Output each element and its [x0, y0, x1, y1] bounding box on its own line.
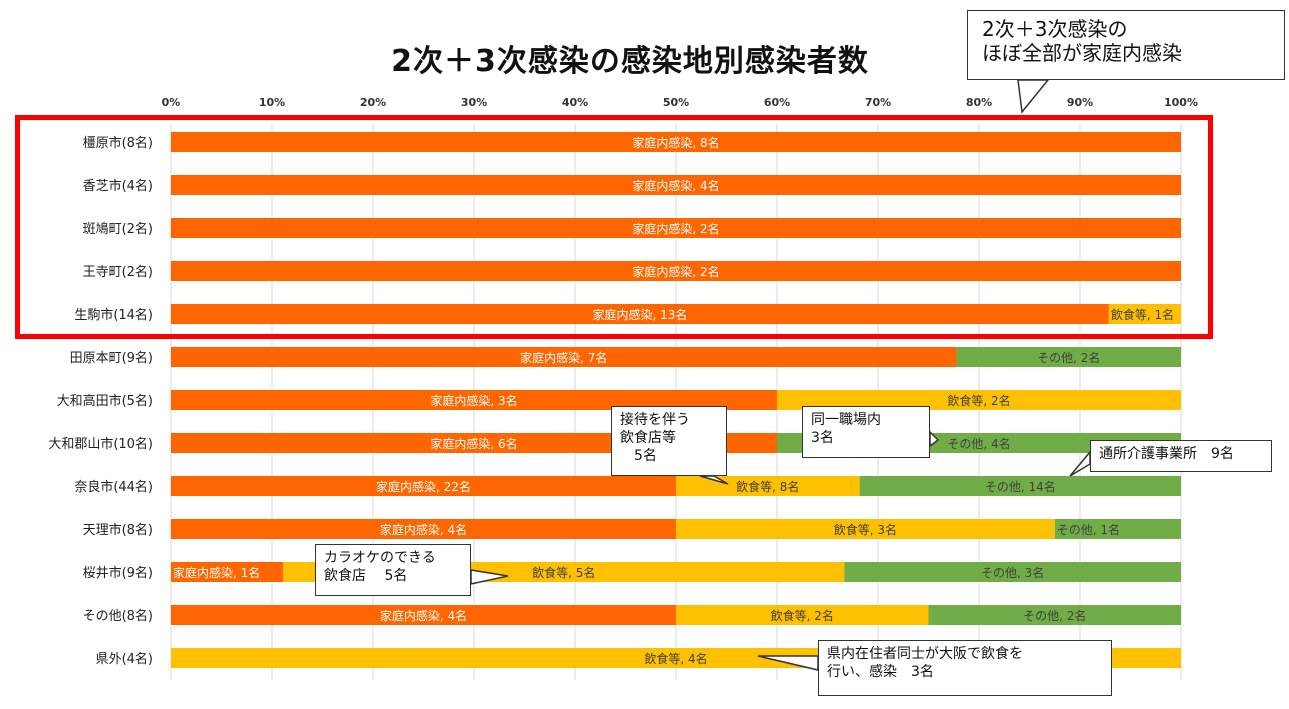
data-label: 飲食等, 1名 [1111, 307, 1174, 322]
data-label: 家庭内感染, 3名 [430, 393, 517, 408]
x-tick-label: 50% [663, 96, 689, 109]
bar-segment [1108, 304, 1181, 324]
bar-segment [1054, 519, 1181, 539]
bar-segment [171, 218, 1181, 238]
data-label: その他, 14名 [985, 479, 1056, 494]
bar-segment [171, 304, 1109, 324]
category-label: 天理市(8名) [83, 522, 153, 538]
data-label: 飲食等, 8名 [736, 479, 799, 494]
x-tick-label: 80% [966, 96, 992, 109]
category-label: 田原本町(9名) [70, 350, 153, 366]
callout-pointer [470, 569, 509, 585]
data-label: その他, 3名 [981, 565, 1044, 580]
category-label: 県外(4名) [96, 651, 153, 667]
category-labels: 橿原市(8名) 香芝市(4名) 斑鳩町(2名) 王寺町(2名) 生駒市(14名) 田原本町… [48, 135, 153, 667]
x-tick-label: 40% [562, 96, 588, 109]
data-label: その他, 2名 [1023, 608, 1086, 623]
category-label: 王寺町(2名) [83, 264, 153, 280]
data-label: 家庭内感染, 22名 [376, 479, 471, 494]
highlight-box [15, 115, 1213, 339]
bar-segment [171, 390, 777, 410]
callout-pointer [699, 475, 729, 485]
data-label: その他, 1名 [1057, 522, 1120, 537]
bar-segment [676, 519, 1055, 539]
data-label: 家庭内感染, 4名 [380, 522, 467, 537]
bar-segment [171, 132, 1181, 152]
data-label: 家庭内感染, 13名 [592, 307, 687, 322]
callout-day-care-facility: 通所介護事業所 9名 [1090, 440, 1272, 472]
bar-segment [171, 261, 1181, 281]
x-tick-label: 100% [1164, 96, 1198, 109]
bar-segment [777, 390, 1181, 410]
data-label: 家庭内感染, 2名 [632, 264, 719, 279]
x-axis-ticks: 0% 10% 20% 30% 40% 50% 60% 70% 80% 90% 100% [162, 96, 1198, 109]
data-label: 飲食等, 5名 [532, 565, 595, 580]
bar-segment [171, 476, 676, 496]
x-tick-label: 20% [360, 96, 386, 109]
bar-segment [171, 562, 284, 582]
bar-segment [956, 347, 1181, 367]
callout-household-majority: 2次＋3次感染の ほぼ全部が家庭内感染 [967, 10, 1285, 80]
data-label: 飲食等, 2名 [771, 608, 834, 623]
x-tick-label: 90% [1067, 96, 1093, 109]
data-label: その他, 4名 [947, 436, 1010, 451]
data-label: 家庭内感染, 7名 [520, 350, 607, 365]
data-label: 家庭内感染, 6名 [430, 436, 517, 451]
category-label: 大和郡山市(10名) [48, 436, 153, 452]
bar-segment [928, 605, 1181, 625]
callout-osaka-dining: 県内在住者同士が大阪で飲食を 行い、感染 3名 [818, 640, 1112, 696]
data-label: 家庭内感染, 8名 [632, 135, 719, 150]
x-tick-label: 70% [865, 96, 891, 109]
bar-segment [171, 347, 957, 367]
callout-karaoke-restaurant: カラオケのできる 飲食店 5名 [315, 544, 471, 596]
chart-title: 2次＋3次感染の感染地別感染者数 [391, 44, 869, 79]
category-label: 生駒市(14名) [74, 307, 153, 323]
bar-segment [171, 605, 676, 625]
category-label: その他(8名) [83, 608, 153, 624]
callout-entertainment-restaurant: 接待を伴う 飲食店等 5名 [611, 406, 727, 476]
data-label: 飲食等, 3名 [834, 522, 897, 537]
category-label: 橿原市(8名) [83, 135, 153, 151]
x-tick-label: 60% [764, 96, 790, 109]
data-label: 家庭内感染, 1名 [173, 565, 260, 580]
data-label: その他, 2名 [1037, 350, 1100, 365]
bar-segment [844, 562, 1181, 582]
data-label: 家庭内感染, 4名 [380, 608, 467, 623]
category-label: 奈良市(44名) [74, 479, 153, 495]
data-label: 飲食等, 2名 [947, 393, 1010, 408]
x-tick-label: 30% [461, 96, 487, 109]
data-label: 飲食等, 4名 [644, 651, 707, 666]
x-tick-label: 0% [162, 96, 181, 109]
category-label: 桜井市(9名) [83, 565, 153, 581]
bar-segment [676, 605, 929, 625]
bar-segment [859, 476, 1181, 496]
category-label: 斑鳩町(2名) [83, 221, 153, 237]
callout-pointer [1017, 79, 1050, 114]
callout-pointer [929, 430, 940, 448]
x-tick-label: 10% [259, 96, 285, 109]
category-label: 大和高田市(5名) [57, 393, 153, 409]
callout-same-workplace: 同一職場内 3名 [802, 406, 930, 458]
data-label: 家庭内感染, 4名 [632, 178, 719, 193]
category-label: 香芝市(4名) [83, 178, 153, 194]
data-label: 家庭内感染, 2名 [632, 221, 719, 236]
bar-segment [171, 175, 1181, 195]
bar-segment [171, 519, 676, 539]
